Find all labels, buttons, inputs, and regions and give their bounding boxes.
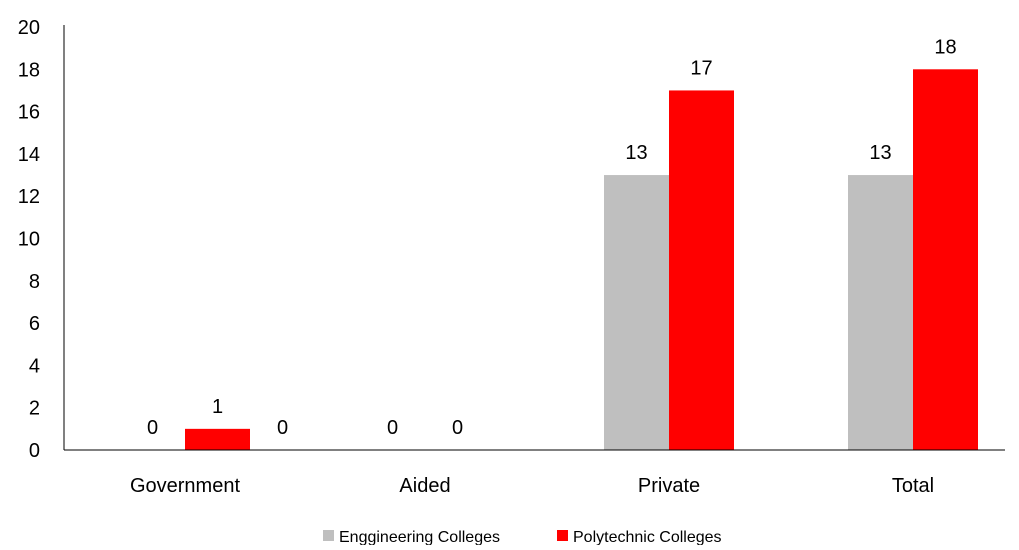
y-axis-ticks: 0 2 4 6 8 10 12 14 16 18 20 [18, 17, 40, 462]
data-label: 18 [934, 36, 956, 58]
bar-polytechnic-government [185, 428, 250, 450]
data-label: 0 [147, 417, 158, 439]
bar-polytechnic-private [669, 90, 734, 450]
x-tick-label: Private [638, 475, 700, 497]
y-tick-label: 16 [18, 102, 40, 124]
x-axis-ticks: Government Aided Private Total [130, 475, 934, 497]
legend-label-engineering: Enggineering Colleges [339, 529, 500, 545]
bar-engineering-total [848, 175, 913, 451]
y-tick-label: 0 [29, 440, 40, 462]
bar-engineering-private [604, 175, 669, 451]
legend-swatch-engineering [323, 530, 334, 541]
bar-polytechnic-total [913, 69, 978, 451]
data-label: 0 [277, 417, 288, 439]
data-label: 1 [212, 396, 223, 418]
x-tick-label: Total [892, 475, 934, 497]
y-tick-label: 4 [29, 355, 40, 377]
legend-label-polytechnic: Polytechnic Colleges [573, 529, 722, 545]
y-tick-label: 12 [18, 186, 40, 208]
legend: Enggineering Colleges Polytechnic College… [323, 529, 722, 546]
data-label: 0 [387, 417, 398, 439]
data-label: 0 [452, 417, 463, 439]
x-tick-label: Government [130, 475, 240, 497]
legend-swatch-polytechnic [557, 530, 568, 541]
data-labels: 0 1 0 0 0 13 17 13 18 [147, 36, 957, 439]
bars [185, 69, 978, 451]
y-tick-label: 20 [18, 17, 40, 39]
data-label: 13 [869, 142, 891, 164]
y-tick-label: 6 [29, 313, 40, 335]
y-tick-label: 8 [29, 271, 40, 293]
y-tick-label: 2 [29, 398, 40, 420]
data-label: 13 [625, 142, 647, 164]
x-tick-label: Aided [399, 475, 450, 497]
y-tick-label: 14 [18, 144, 40, 166]
y-tick-label: 18 [18, 59, 40, 81]
y-tick-label: 10 [18, 229, 40, 251]
data-label: 17 [690, 57, 712, 79]
